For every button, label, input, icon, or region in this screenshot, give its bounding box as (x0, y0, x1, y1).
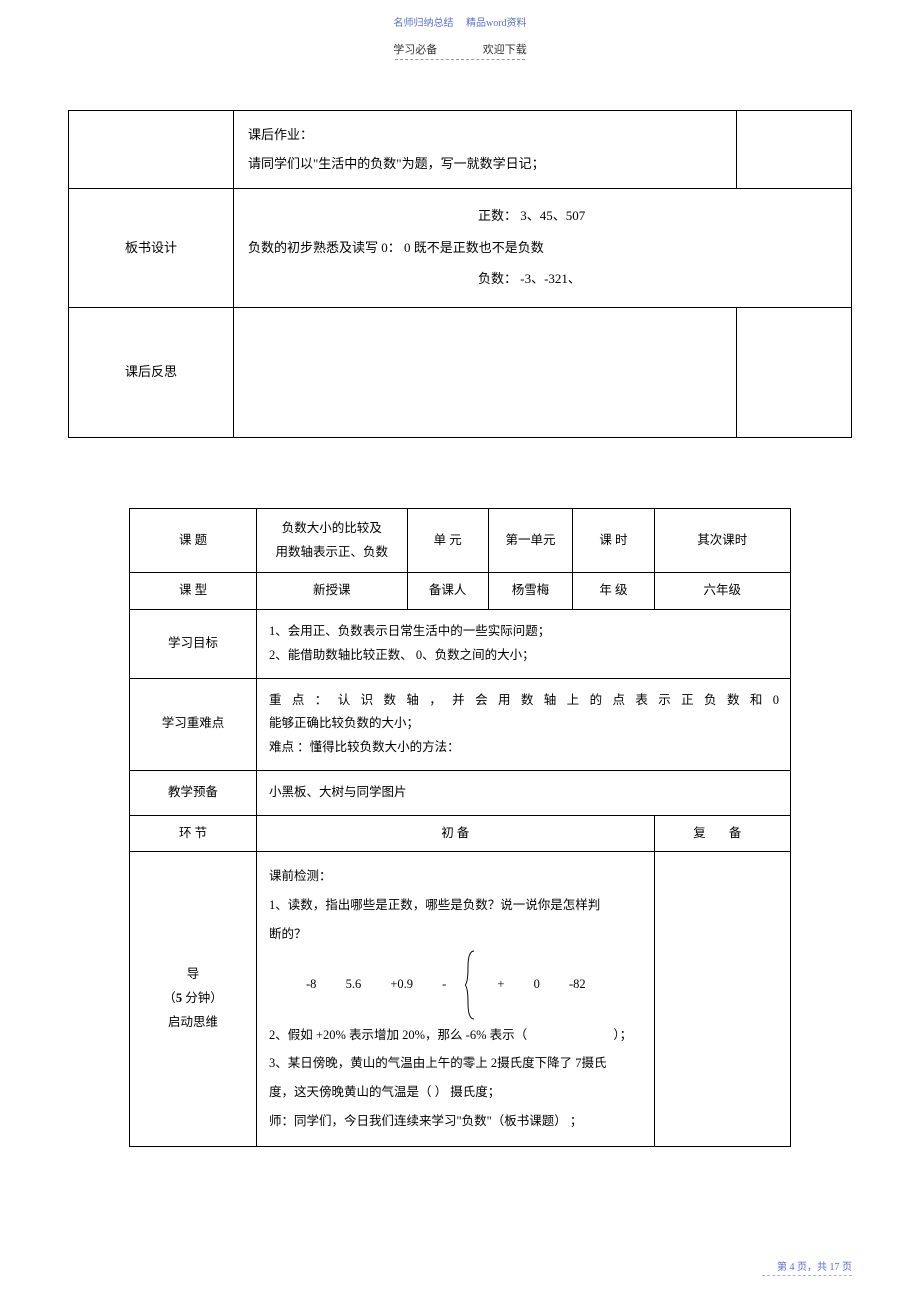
homework-body: 请同学们以"生活中的负数"为题，写一就数学日记； (248, 150, 728, 179)
q1-line2: 断的？ (269, 920, 644, 949)
reflection-label: 课后反思 (69, 307, 234, 437)
doc-header-sub: 学习必备 欢迎下载 (0, 41, 920, 57)
footer-divider (762, 1275, 852, 1276)
teacher-line: 师：同学们，今日我们连续来学习"负数"（板书课题） ； (269, 1107, 644, 1136)
t2-r1-c1: 课 题 (130, 508, 257, 573)
header-sub-left: 学习必备 (393, 44, 437, 56)
lesson-plan-table: 课 题 负数大小的比较及 用数轴表示正、负数 单 元 第一单元 课 时 其次课时… (129, 508, 791, 1147)
num-3: - (442, 970, 446, 999)
page-content: 课后作业： 请同学们以"生活中的负数"为题，写一就数学日记； 板书设计 正数： … (0, 60, 920, 1147)
t2-r2-c2: 新授课 (257, 573, 408, 610)
page-footer: 第 4 页，共 17 页 (762, 1258, 852, 1276)
q2-b: ，那么 -6% 表示（ (425, 1028, 527, 1042)
t2-r1-c4: 第一单元 (488, 508, 573, 573)
q2: 2、假如 +20% 表示增加 20%，那么 -6% 表示（ ）； (269, 1021, 644, 1050)
board-design-label: 板书设计 (69, 189, 234, 308)
guide-label-3: 启动思维 (136, 1011, 250, 1035)
header-top-right: 精品word资料 (466, 18, 527, 29)
num-4: + (497, 970, 504, 999)
keypoint-1: 重 点 ： 认 识 数 轴 ， 并 会 用 数 轴 上 的 点 表 示 正 负 … (269, 689, 780, 713)
t2-r1-c2b: 用数轴表示正、负数 (261, 541, 403, 565)
homework-title: 课后作业： (248, 121, 728, 150)
guide-label-2: （5 分钟） (136, 987, 250, 1011)
header-sub-right: 欢迎下载 (483, 44, 527, 56)
t2-prep-label: 教学预备 (130, 770, 257, 815)
left-brace-icon (459, 949, 481, 1021)
q1-line1: 1、读数，指出哪些是正数，哪些是负数？说一说你是怎样判 (269, 891, 644, 920)
header-top-left: 名师归纳总结 (393, 18, 453, 29)
t2-r2-c5: 年 级 (573, 573, 654, 610)
num-5: 0 (534, 970, 540, 999)
t2-r2-c4: 杨雪梅 (488, 573, 573, 610)
objective-1: 1、会用正、负数表示日常生活中的一些实际问题； (269, 620, 780, 644)
homework-table: 课后作业： 请同学们以"生活中的负数"为题，写一就数学日记； 板书设计 正数： … (68, 110, 852, 438)
q3-line1: 3、某日傍晚，黄山的气温由上午的零上 2摄氏度下降了 7摄氏 (269, 1049, 644, 1078)
t2-r2-c3: 备课人 (407, 573, 488, 610)
t2-r2-c6: 六年级 (654, 573, 790, 610)
num-0: -8 (306, 970, 316, 999)
t2-review-label: 复 备 (654, 815, 790, 852)
t2-r1-c3: 单 元 (407, 508, 488, 573)
t2-r1-c5: 课 时 (573, 508, 654, 573)
q2-c: ）； (613, 1028, 632, 1042)
q3-line2: 度，这天傍晚黄山的气温是（ ） 摄氏度； (269, 1078, 644, 1107)
guide-label-1: 导 (136, 963, 250, 987)
zero-explanation: 负数的初步熟悉及读写 0： 0 既不是正数也不是负数 (248, 234, 843, 263)
t2-r1-c6: 其次课时 (654, 508, 790, 573)
num-2: +0.9 (390, 970, 413, 999)
difficulty: 难点 ：懂得比较负数大小的方法： (269, 736, 780, 760)
positive-numbers: 正数： 3、45、507 (248, 202, 843, 231)
t2-segment-label: 环 节 (130, 815, 257, 852)
negative-numbers: 负数： -3、-321、 (248, 265, 843, 294)
num-1: 5.6 (346, 970, 362, 999)
keypoint-2: 能够正确比较负数的大小； (269, 712, 780, 736)
num-6: -82 (569, 970, 586, 999)
t2-objective-label: 学习目标 (130, 610, 257, 679)
t2-keypoints-label: 学习重难点 (130, 678, 257, 770)
t2-r1-c2a: 负数大小的比较及 (261, 517, 403, 541)
footer-text: 第 4 页，共 17 页 (777, 1262, 852, 1273)
pretest-title: 课前检测： (269, 862, 644, 891)
number-list: -8 5.6 +0.9 - + 0 -82 (269, 949, 644, 1021)
prep-body: 小黑板、大树与同学图片 (257, 770, 791, 815)
t2-r2-c1: 课 型 (130, 573, 257, 610)
doc-header-top: 名师归纳总结 精品word资料 (0, 0, 920, 29)
objective-2: 2、能借助数轴比较正数、 0、负数之间的大小； (269, 644, 780, 668)
t2-initial-label: 初 备 (257, 815, 655, 852)
q2-a: 2、假如 +20% 表示增加 20% (269, 1028, 425, 1042)
